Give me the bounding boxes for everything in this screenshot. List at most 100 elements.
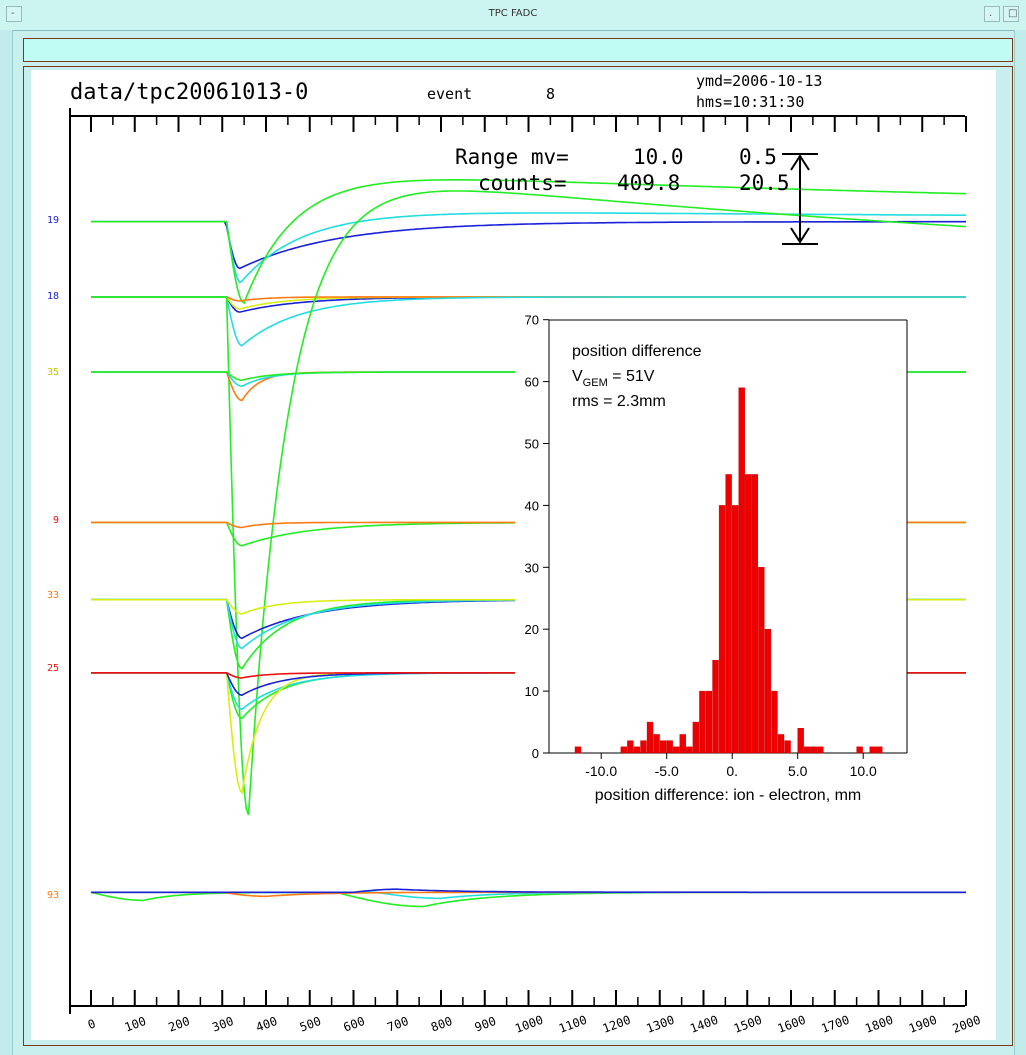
histogram-bar [574,746,582,754]
histogram-bar [705,690,713,754]
histogram-bar [627,740,634,754]
range-arrow-up-icon [790,154,810,171]
trace-channel-18 [91,296,966,310]
counts-value-2: 20.5 [739,171,790,195]
range-label: Range mv= [455,145,569,169]
channel-label: 9 [53,515,59,526]
x-tick-label: 1400 [688,1013,720,1036]
histogram-bar [640,740,647,754]
histogram-bar [732,505,739,754]
histogram-bar [869,746,876,754]
y-tick-label: 30 [525,560,539,575]
histogram-bar [777,734,785,754]
y-tick-label: 50 [525,437,539,452]
histogram-bar [804,746,811,754]
x-tick-label: 0 [86,1016,98,1032]
x-tick-label: -10.0 [585,763,617,779]
range-indicator: Range mv= 10.0 0.5 counts= 409.8 20.5 [455,145,818,245]
x-tick-label: 10.0 [850,763,877,779]
trace-channel-19 [91,212,967,284]
counts-value: 409.8 [617,171,680,195]
vgem-symbol: V [572,368,583,385]
histogram-inset: 0 10 20 30 40 50 60 70 -10.0 -5.0 0. 5.0 10.0 posit… [515,313,908,852]
histogram-bar [653,734,660,754]
histogram-background [515,320,907,852]
inset-annotation-rms: rms = 2.3mm [572,393,666,410]
histogram-bar [673,746,680,754]
histogram-bar [758,567,765,754]
hms-stamp: hms=10:31:30 [696,93,804,111]
event-label: event [427,85,472,103]
range-arrow-down-icon [790,227,810,244]
histogram-bars [574,387,883,754]
histogram-bar [817,746,824,754]
x-tick-label: 0. [726,763,738,779]
histogram-bar [699,690,706,754]
vgem-value: = 51V [608,368,655,385]
histogram-bar [646,721,654,754]
x-tick-label: 1600 [776,1013,808,1036]
window-title: TPC FADC [488,8,538,19]
histogram-bar [797,728,804,754]
y-tick-label: 20 [525,622,539,637]
x-tick-label: 200 [167,1014,192,1035]
x-tick-label: -5.0 [655,763,679,779]
histogram-bar [620,746,627,754]
channel-label: 18 [47,291,59,302]
range-value-2: 0.5 [739,145,777,169]
ymd-stamp: ymd=2006-10-13 [696,72,822,90]
histogram-bar [686,746,693,754]
x-tick-label: 300 [210,1014,235,1035]
counts-label: counts= [478,171,567,195]
x-tick-label: 100 [123,1014,148,1035]
channel-labels: 19 18 35 9 33 25 93 [47,215,59,901]
maximize-button[interactable]: □ [1003,6,1019,22]
histogram-bar [718,505,726,754]
histogram-bar [633,746,641,754]
histogram-bar [692,721,700,754]
fadc-canvas: data/tpc20061013-0 event 8 ymd=2006-10-1… [31,70,996,1040]
minimize-button[interactable]: . [984,6,1000,22]
trace-channel-19 [91,220,966,270]
window-menu-button[interactable]: - [6,6,22,22]
vgem-subscript: GEM [583,377,608,389]
channel-label: 19 [47,215,59,226]
channel-label: 33 [47,590,59,601]
window-titlebar: - TPC FADC . □ [0,0,1026,31]
histogram-y-ticks: 0 10 20 30 40 50 60 70 [525,313,549,761]
channel-label: 35 [47,367,59,378]
x-tick-label: 600 [342,1014,367,1035]
x-tick-label: 1700 [819,1013,851,1036]
x-tick-label: 1200 [601,1013,633,1036]
histogram-bar [876,746,883,754]
trace-channel-19 [91,179,967,305]
x-tick-label: 2000 [951,1013,983,1036]
inset-annotation-title: position difference [572,343,702,360]
x-tick-label: 500 [298,1014,323,1035]
y-tick-label: 70 [525,313,539,328]
histogram-bar [764,629,772,754]
fadc-plot: data/tpc20061013-0 event 8 ymd=2006-10-1… [47,72,983,1036]
y-tick-label: 10 [525,684,539,699]
histogram-bar [784,740,791,754]
message-bar [23,38,1013,62]
window-left-frame [0,30,13,1055]
x-tick-label: 1900 [907,1013,939,1036]
x-tick-label: 1800 [863,1013,895,1036]
x-tick-label: 1300 [644,1013,676,1036]
histogram-bar [712,659,719,754]
histogram-bar [856,746,863,754]
trace-channel-93 [90,891,966,908]
channel-label: 93 [47,890,59,901]
maximize-icon: □ [1008,8,1018,19]
histogram-bar [745,474,752,754]
x-tick-label: 1100 [557,1013,589,1036]
histogram-bar [738,387,745,754]
x-tick-label: 5.0 [788,763,808,779]
histogram-x-label: position difference: ion - electron, mm [595,787,862,804]
minimize-icon: . [989,8,993,19]
histogram-x-ticks: -10.0 -5.0 0. 5.0 10.0 [585,753,877,779]
histogram-bar [810,746,817,754]
histogram-bar [666,740,673,754]
histogram-bar [751,474,758,754]
